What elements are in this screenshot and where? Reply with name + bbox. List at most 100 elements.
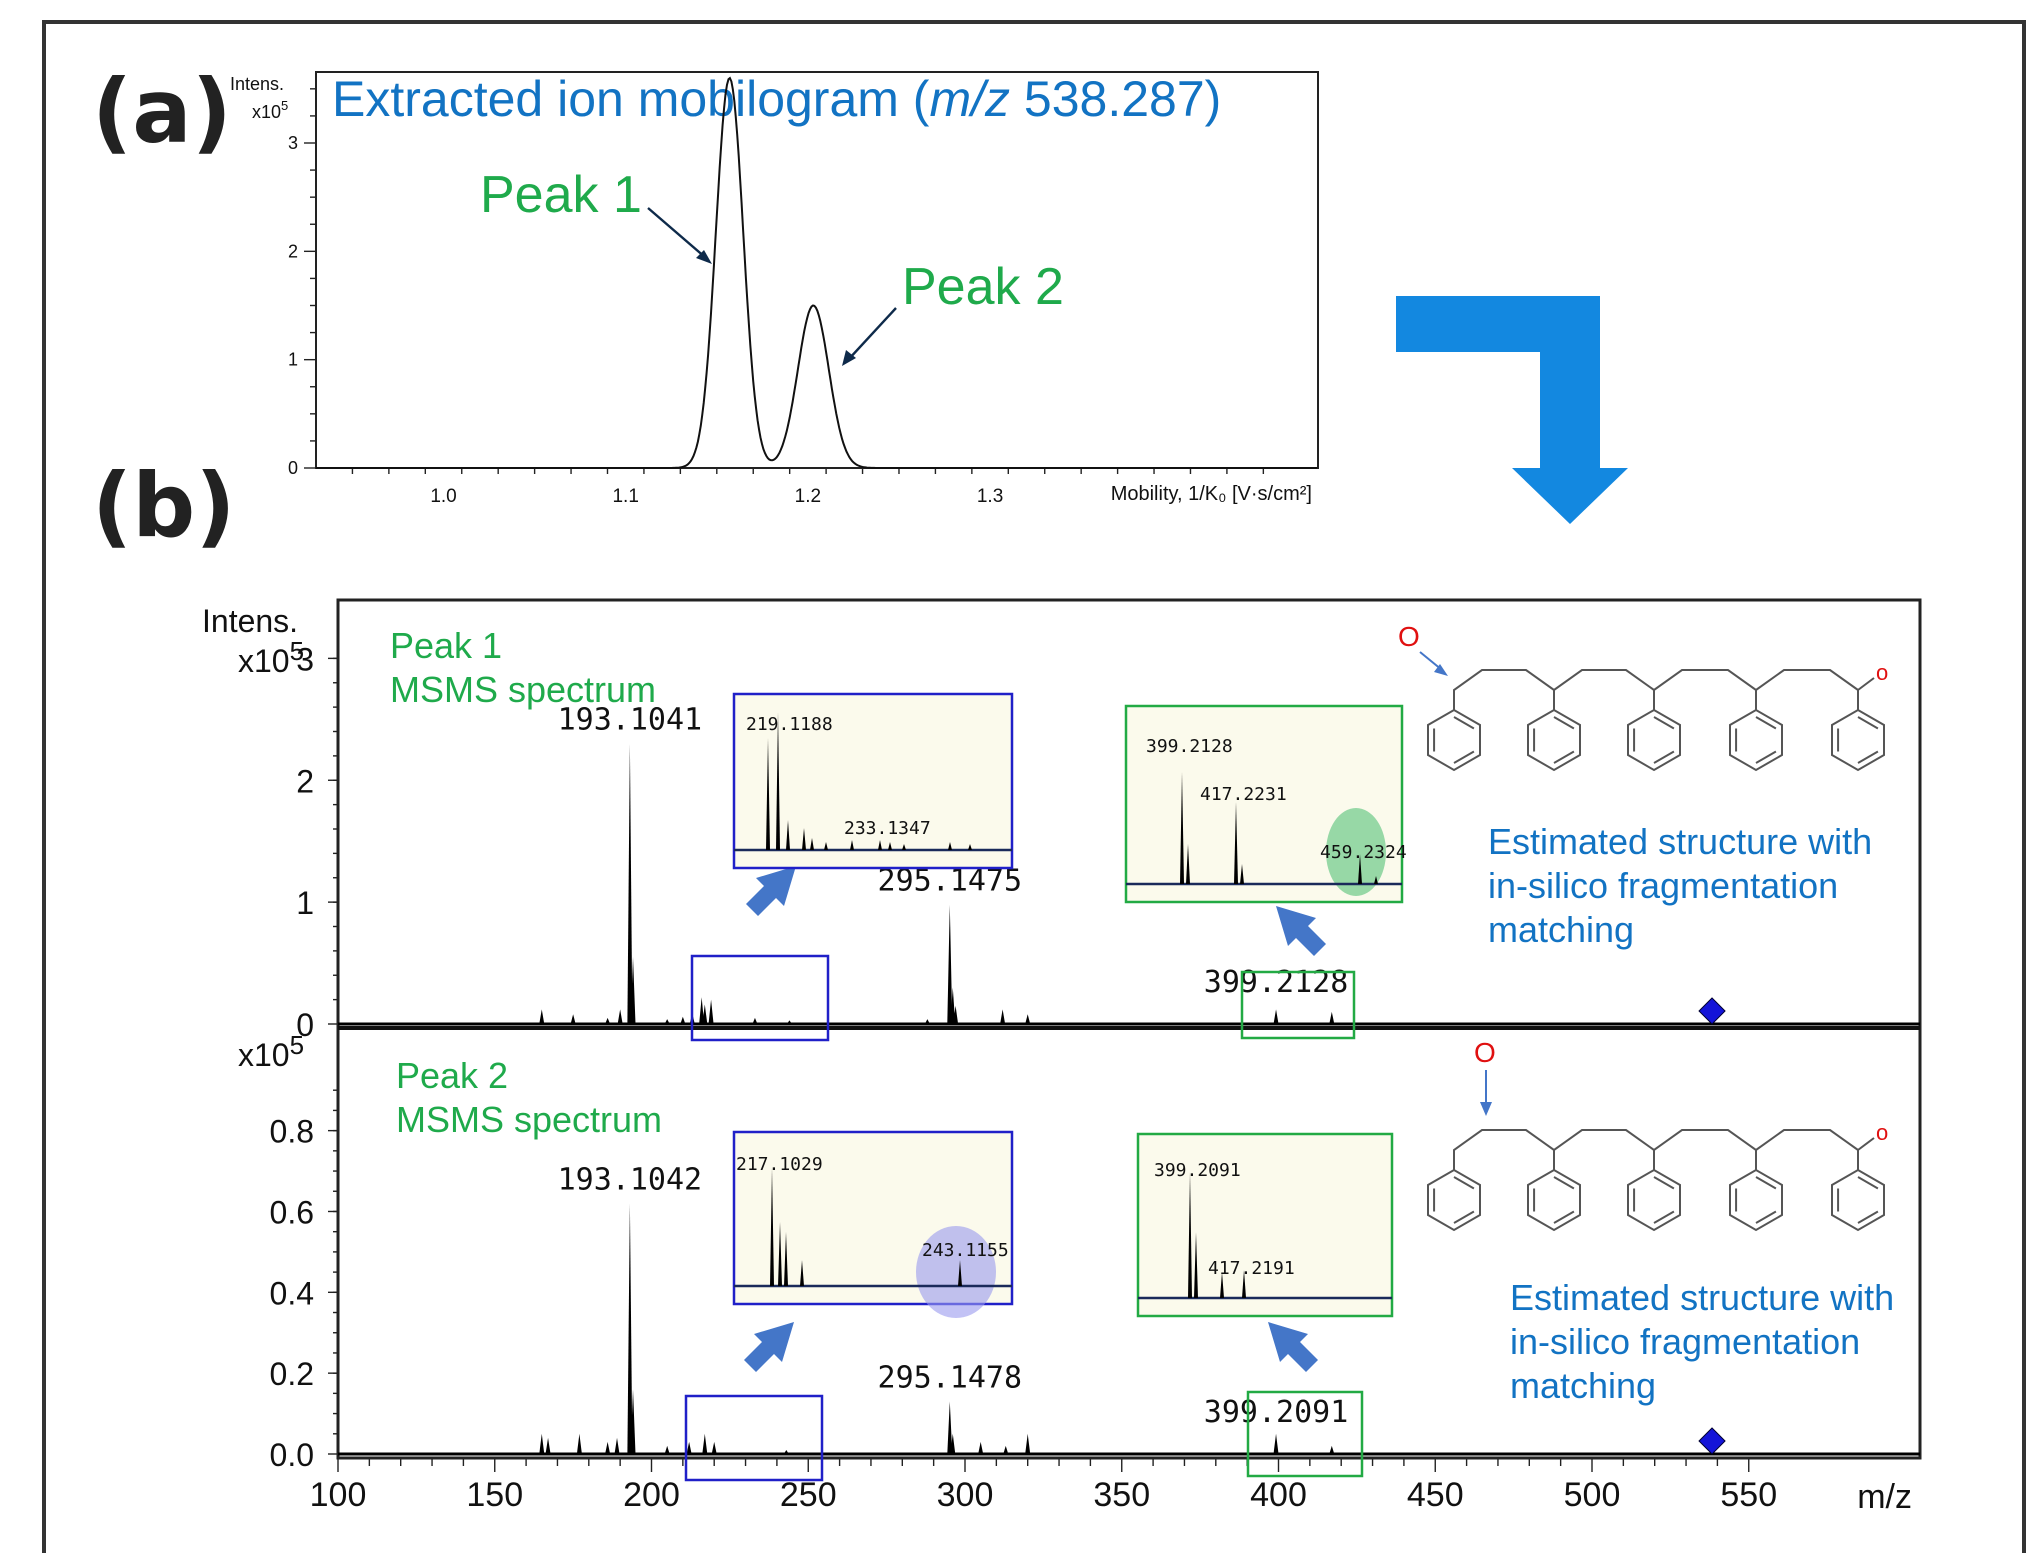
mobilogram-title-suffix: 538.287) — [1010, 71, 1221, 127]
peak1-spectrum-peak — [752, 1017, 758, 1024]
peak2-inset-left-peak — [770, 1168, 774, 1286]
msms-xtick-label: 500 — [1564, 1476, 1621, 1514]
msms-xtick-label: 550 — [1720, 1476, 1777, 1514]
peak1-spectrum-peak — [953, 1005, 959, 1024]
msms-xtick-label: 350 — [1093, 1476, 1150, 1514]
peak1-structure-ring-bond — [1453, 750, 1475, 764]
flow-arrow — [1396, 296, 1628, 524]
peak1-inset-left-peak — [776, 712, 780, 850]
msms-bottom-yexp-power: 5 — [290, 1030, 304, 1060]
peak1-spectrum-peak — [630, 956, 636, 1024]
peak1-inset-left-peak — [968, 844, 972, 850]
peak1-structure-ring-bond — [1453, 716, 1475, 730]
peak1-inset-left-peak — [878, 840, 882, 850]
peak1-structure-oxygen-label: O — [1398, 621, 1420, 652]
msms-top-yexp-power: 5 — [290, 636, 304, 666]
peak1-ytick-label: 2 — [296, 763, 314, 799]
peak2-inset-right-frame — [1136, 1132, 1394, 1318]
peak1-inset-right-peak — [1234, 802, 1238, 884]
peak2-structure-oxygen-arrowhead — [1480, 1102, 1492, 1116]
peak2-spectrum-peak — [576, 1433, 582, 1454]
panel-label-a: (a) — [92, 60, 232, 163]
peak2-structure-caption-line2: in-silico fragmentation — [1510, 1321, 1860, 1362]
peak2-structure-ring-bond — [1553, 1176, 1575, 1190]
mobilogram-xtick-label: 1.1 — [612, 486, 638, 507]
peak2-ytick-label: 0.4 — [270, 1275, 314, 1311]
peak1-spectrum-peak — [539, 1009, 545, 1024]
peak1-inset-left: 219.1188 233.1347 — [732, 692, 1014, 870]
peak1-structure-ring-bond — [1653, 716, 1675, 730]
peak1-inset-left-peak — [786, 820, 790, 850]
mobilogram-yexp-power: 5 — [281, 98, 288, 113]
peak1-structure-caption-line2: in-silico fragmentation — [1488, 865, 1838, 906]
peak2-spectrum-peak — [539, 1433, 545, 1454]
peak2-inset-right-peak — [1194, 1232, 1198, 1298]
peak2-inset-right-label: 399.2091 — [1154, 1160, 1241, 1181]
peak1-structure-caption-line3: matching — [1488, 909, 1634, 950]
peak1-inset-left-peak — [888, 842, 892, 850]
msms-xtick-label: 250 — [780, 1476, 837, 1514]
peak2-inset-left-peak — [778, 1222, 782, 1286]
peak1-structure-benzene-ring — [1831, 708, 1885, 772]
peak1-ytick-label: 1 — [296, 885, 314, 921]
peak2-spectrum-peak — [1003, 1445, 1009, 1454]
mobilogram-peak2-label: Peak 2 — [902, 258, 1064, 316]
peak2-structure-ring-bond — [1653, 1210, 1675, 1224]
peak2-inset-right: 399.2091 417.2191 — [1136, 1132, 1394, 1318]
peak1-spectrum-peak — [947, 904, 953, 1024]
peak1-peak-annotation: 399.2128 — [1204, 965, 1349, 1000]
peak1-peak-annotation: 295.1475 — [878, 864, 1023, 899]
msms-xtick-label: 150 — [466, 1476, 523, 1514]
msms-top-yexp-base: x10 — [238, 643, 290, 679]
msms-xtick-label: 300 — [937, 1476, 994, 1514]
peak1-inset-left-label: 219.1188 — [746, 714, 833, 735]
peak2-inset-left-peak — [958, 1260, 962, 1286]
peak1-ytick-label: 3 — [296, 641, 314, 677]
peak1-spectrum-peak — [708, 999, 714, 1024]
peak2-structure-ring-bond — [1755, 1210, 1777, 1224]
peak2-structure-caption: Estimated structure with in-silico fragm… — [1510, 1277, 1894, 1406]
peak1-peak-annotation: 193.1041 — [558, 703, 703, 738]
peak2-spectrum-peak — [947, 1401, 953, 1454]
peak1-inset-left-peak — [766, 738, 770, 850]
peak1-inset-right-peak — [1358, 854, 1362, 884]
peak2-inset-right-peak — [1242, 1270, 1246, 1298]
peak2-left-inset-arrow — [744, 1322, 794, 1372]
peak2-precursor-diamond — [1698, 1427, 1726, 1455]
peak1-inset-left-peak — [948, 842, 952, 850]
peak1-inset-right-label: 459.2324 — [1320, 842, 1407, 863]
peak1-structure-ring-bond — [1755, 750, 1777, 764]
peak1-structure-chain — [1453, 669, 1859, 710]
peak2-structure-benzene-ring — [1427, 1168, 1481, 1232]
peak1-inset-right-peak — [1186, 844, 1190, 884]
peak2-inset-left-label: 243.1155 — [922, 1240, 1009, 1261]
msms-xlabel: m/z — [1857, 1478, 1912, 1516]
mobilogram-xtick-label: 1.3 — [977, 486, 1003, 507]
mobilogram-ytick-label: 3 — [288, 133, 298, 153]
mobilogram-yexp-base: x10 — [252, 102, 281, 122]
mobilogram-peak2-arrow — [847, 307, 897, 361]
peak1-structure-ring-bond — [1653, 750, 1675, 764]
peak2-inset-right-label: 417.2191 — [1208, 1258, 1295, 1279]
peak2-structure-ring-bond — [1857, 1210, 1879, 1224]
peak2-inset-right-peak — [1188, 1172, 1192, 1298]
peak1-structure-benzene-ring — [1627, 708, 1681, 772]
peak1-inset-right-label: 399.2128 — [1146, 736, 1233, 757]
mobilogram-peak2-arrowhead — [842, 350, 856, 366]
peak2-structure-caption-line1: Estimated structure with — [1510, 1277, 1894, 1318]
peak2-structure-benzene-ring — [1831, 1168, 1885, 1232]
peak1-precursor-diamond — [1698, 997, 1726, 1025]
peak2-structure: oO — [1427, 1037, 1888, 1232]
mobilogram-trace — [316, 76, 1318, 469]
peak2-spectrum-peak — [1273, 1433, 1279, 1454]
figure-frame — [42, 20, 2026, 1553]
peak1-zoom-box-right — [1240, 970, 1356, 1040]
mobilogram-yexp-label: x105 — [252, 98, 288, 122]
peak2-structure-ring-bond — [1755, 1176, 1777, 1190]
peak1-structure-benzene-ring — [1527, 708, 1581, 772]
peak2-spectrum-peak — [978, 1441, 984, 1454]
peak1-inset-left-peak — [850, 840, 854, 850]
peak1-spectrum-peak — [1000, 1009, 1006, 1024]
peak2-spectrum-peak — [627, 1203, 633, 1454]
